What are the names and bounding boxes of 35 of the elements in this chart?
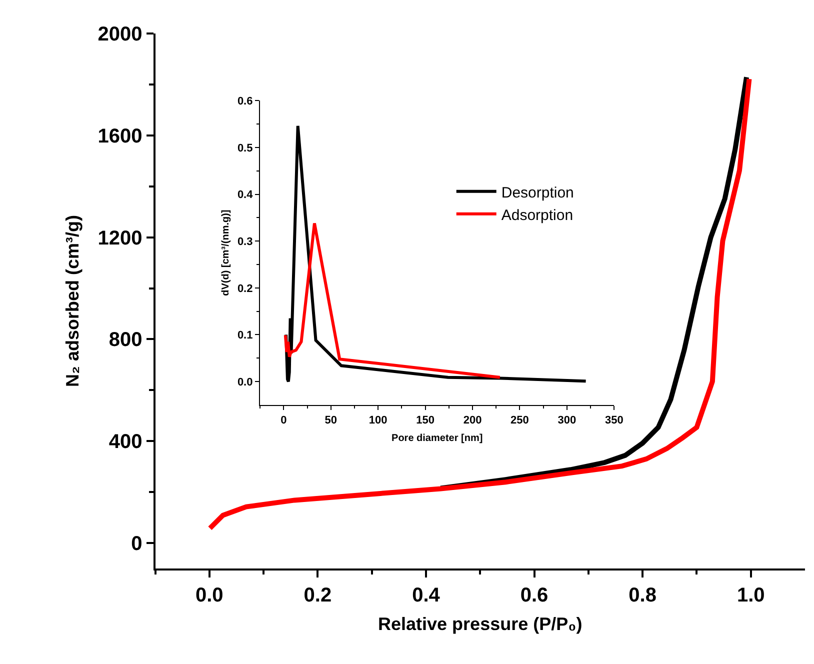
- legend-label: Adsorption: [501, 206, 574, 224]
- x-tick-label: 250: [510, 414, 529, 426]
- y-tick-label: 0.3: [237, 236, 253, 248]
- y-tick-label: 1600: [98, 126, 142, 148]
- x-axis-title: Pore diameter [nm]: [392, 432, 483, 444]
- y-axis-title: N₂ adsorbed (cm³/g): [62, 215, 82, 388]
- line-series: [284, 222, 502, 379]
- x-tick-label: 350: [604, 414, 624, 426]
- x-tick-label: 50: [324, 414, 338, 426]
- x-tick-label: 0: [280, 414, 287, 426]
- x-tick-label: 300: [558, 414, 576, 426]
- x-tick-label: 150: [416, 414, 434, 426]
- y-tick-label: 0.0: [237, 376, 253, 388]
- line-series: [284, 124, 588, 384]
- y-tick-label: 1200: [98, 227, 142, 250]
- x-tick-label: 0.0: [196, 584, 224, 606]
- y-tick-label: 0.5: [237, 142, 253, 154]
- legend-label: Desorption: [501, 184, 574, 202]
- y-tick-label: 800: [108, 329, 142, 352]
- x-tick-label: 0.6: [520, 584, 548, 606]
- y-axis-title: dV(d) [cm³/(nm.g)]: [220, 210, 232, 296]
- x-tick-label: 0.4: [412, 584, 441, 606]
- x-tick-label: 1.0: [736, 584, 765, 606]
- y-tick-label: 0.4: [237, 189, 254, 202]
- y-tick-label: 2000: [98, 24, 142, 46]
- x-tick-label: 200: [463, 414, 482, 426]
- y-tick-label: 0.6: [237, 95, 253, 108]
- y-tick-label: 400: [108, 431, 142, 454]
- y-tick-label: 0: [131, 532, 142, 555]
- x-axis-title: Relative pressure (P/P₀): [378, 614, 582, 634]
- x-tick-label: 0.8: [628, 584, 656, 606]
- y-tick-label: 0.1: [237, 330, 253, 342]
- x-tick-label: 100: [368, 414, 388, 426]
- y-tick-label: 0.2: [237, 282, 253, 295]
- x-tick-label: 0.2: [304, 584, 332, 606]
